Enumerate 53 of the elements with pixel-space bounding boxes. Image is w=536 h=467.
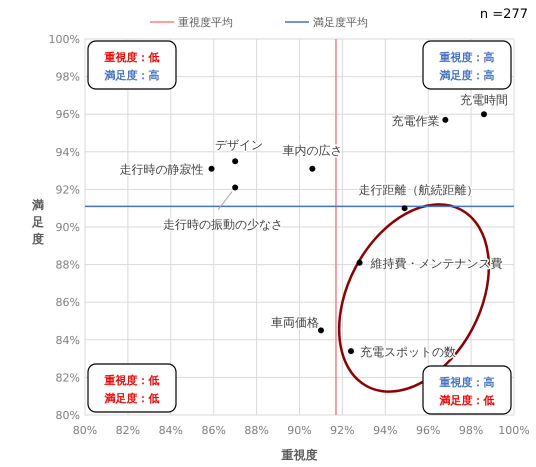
point	[480, 111, 487, 118]
annotation: 重視度：低	[104, 374, 160, 387]
point	[232, 184, 238, 191]
point	[356, 260, 363, 266]
y-tick-label: 80%	[56, 409, 80, 422]
point	[318, 327, 324, 334]
text: 走行時の振動の少なさ	[163, 218, 284, 232]
x-tick-label: 80%	[72, 424, 98, 437]
annotation: 満足度：低	[438, 394, 494, 407]
point	[442, 116, 448, 123]
point	[232, 158, 238, 164]
x-tick-label: 98%	[458, 424, 484, 437]
point	[402, 205, 408, 212]
x-tick-label: 88%	[244, 424, 269, 437]
y-tick-label: 84%	[56, 334, 80, 347]
y-tick-label: 100%	[48, 33, 80, 46]
x-axis-title: 重視度	[280, 448, 318, 462]
text: n =277	[480, 7, 528, 22]
x-tick-label: 92%	[330, 424, 355, 437]
x-tick-label: 90%	[287, 424, 312, 437]
x-tick-label: 82%	[116, 424, 140, 437]
point	[208, 166, 215, 172]
x-tick-label: 84%	[158, 424, 184, 437]
series-label: 充電時間	[460, 93, 508, 108]
y-tick-label: 90%	[56, 221, 80, 234]
annotation: 重視度：高	[438, 51, 494, 64]
series-label: 充電スポットの数	[360, 345, 456, 360]
x-tick-label: 96%	[416, 424, 440, 437]
x-tick-label: 100%	[498, 424, 530, 437]
legend-label: 重視度平均	[178, 16, 233, 29]
point	[348, 348, 354, 354]
point	[309, 166, 316, 172]
x-tick-label: 94%	[373, 424, 398, 437]
annotation: 満足度：高	[438, 69, 494, 82]
y-tick-label: 86%	[56, 296, 80, 310]
y-tick-label: 98%	[56, 70, 80, 84]
y-tick-label: 88%	[56, 258, 80, 272]
series-label: デザイン	[215, 138, 264, 152]
series-label: 走行距離（航続距離）	[358, 183, 479, 198]
series-label: 車両価格	[270, 315, 319, 330]
y-tick-label: 96%	[56, 108, 80, 122]
annotation: 満足度：低	[104, 392, 160, 405]
x-tick-label: 86%	[201, 424, 226, 437]
y-tick-label: 82%	[56, 371, 80, 384]
series-label: 走行時の静寂性	[120, 162, 204, 177]
y-tick-label: 94%	[56, 146, 80, 159]
series-label: 充電作業	[391, 114, 440, 128]
y-axis-title: 満足度	[31, 198, 44, 246]
annotation: 満足度：高	[104, 69, 160, 82]
annotation: 重視度：高	[438, 376, 494, 389]
annotation: 重視度：低	[104, 51, 160, 64]
legend-label: 満足度平均	[313, 16, 368, 29]
y-tick-label: 92%	[56, 183, 80, 196]
